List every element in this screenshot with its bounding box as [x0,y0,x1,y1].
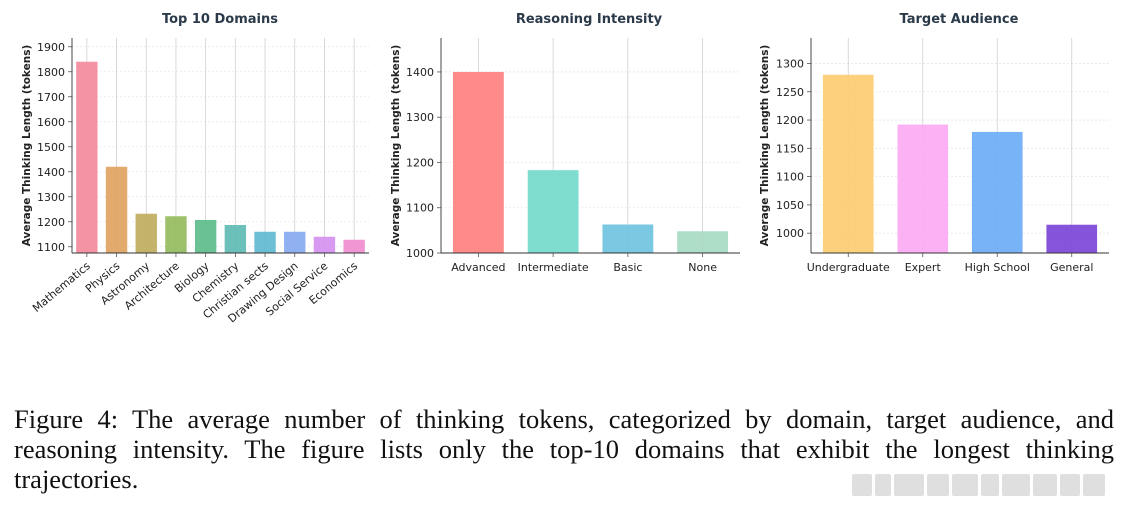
bar-christian-sects [254,231,276,253]
bar-architecture [165,216,187,253]
bar-physics [105,166,128,253]
bar-mathematics [76,61,98,253]
y-tick-label: 1000 [406,247,434,260]
bar-advanced [452,71,504,254]
watermark-logo [852,472,1114,498]
y-tick-label: 1600 [37,116,65,129]
bar-social-service [313,236,336,253]
y-tick-label: 1100 [37,241,65,254]
x-tick-label-advanced: Advanced [451,261,505,274]
bar-drawing-design [284,231,306,253]
y-axis-label: Average Thinking Length (tokens) [390,45,402,247]
chart-panel-reasoning-intensity: 1000 1100 1200 1300 1400 Advanced Intermediate… [390,12,740,274]
y-tick-label: 1500 [37,141,65,154]
y-tick-label: 1100 [776,171,804,184]
figure-caption: Figure 4: The average number of thinking… [14,404,1114,494]
y-axis-label: Average Thinking Length (tokens) [759,45,771,247]
caption-line-1: Figure 4: The average number of thinking… [14,404,1114,434]
y-tick-label: 1200 [37,216,65,229]
x-tick-label-basic: Basic [613,261,642,274]
x-tick-label-expert: Expert [905,261,942,274]
y-tick-label: 1050 [776,199,804,212]
x-tick-label-none: None [688,261,717,274]
y-tick-label: 1300 [776,57,804,70]
bar-chemistry [224,225,247,253]
y-tick-label: 1900 [37,41,65,54]
caption-line-2: reasoning intensity. The figure lists on… [14,434,1114,464]
y-tick-label: 1150 [776,142,804,155]
bar-high-school [971,131,1023,253]
bar-general [1046,224,1098,253]
chart-panel-target-audience: 1000 1050 1100 1150 1200 1250 1300 Undergraduat… [759,12,1109,274]
figure-charts: 110012001300140015001600170018001900Math… [21,12,1109,325]
bar-biology [194,220,217,253]
caption-line-3: trajectories. [14,464,139,494]
y-tick-label: 1200 [406,156,434,169]
y-tick-label: 1400 [406,66,434,79]
chart-title: Reasoning Intensity [516,12,663,27]
bar-intermediate [527,170,579,253]
bar-expert [897,124,949,253]
bar-economics [343,239,365,253]
y-tick-label: 1000 [776,227,804,240]
chart-title: Target Audience [900,12,1019,27]
bar-astronomy [135,213,157,253]
x-tick-label-undergraduate: Undergraduate [807,261,890,274]
y-tick-label: 1200 [776,114,804,127]
y-tick-label: 1300 [37,191,65,204]
y-tick-label: 1100 [406,202,434,215]
y-tick-label: 1700 [37,91,65,104]
x-tick-label-general: General [1050,261,1093,274]
x-tick-label-intermediate: Intermediate [518,261,589,274]
bar-none [677,231,729,253]
bar-basic [602,224,654,253]
y-tick-label: 1400 [37,166,65,179]
chart-title: Top 10 Domains [162,12,278,27]
y-tick-label: 1800 [37,66,65,79]
x-tick-label-high-school: High School [965,261,1030,274]
y-axis-label: Average Thinking Length (tokens) [21,45,33,247]
y-tick-label: 1300 [406,111,434,124]
bar-undergraduate [822,74,874,254]
y-tick-label: 1250 [776,86,804,99]
chart-panel-top-10-domains: 110012001300140015001600170018001900Math… [21,12,369,325]
